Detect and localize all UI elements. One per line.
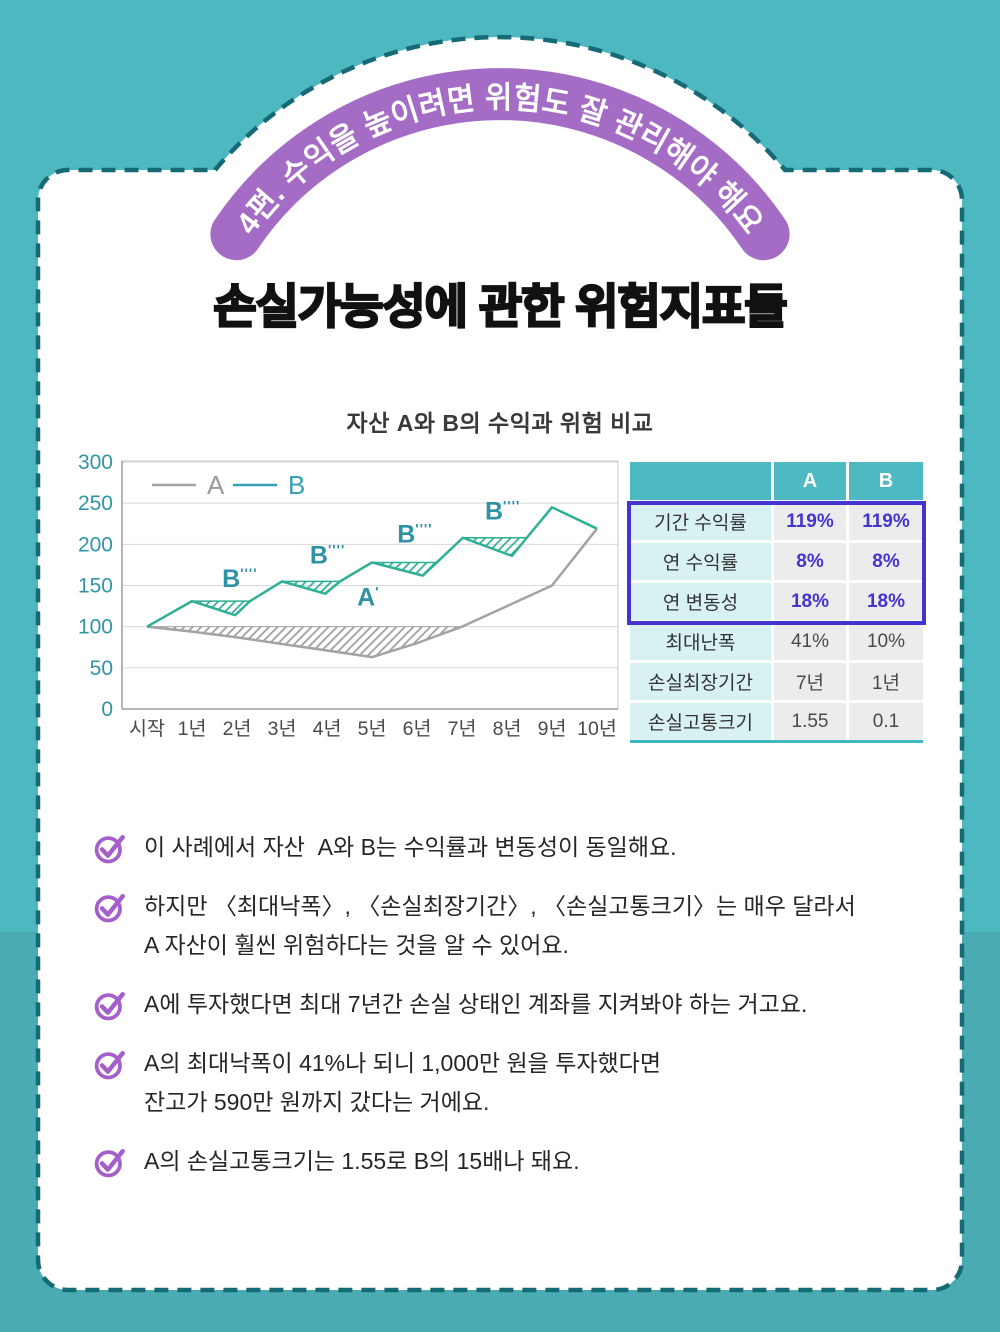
value-b: 10% [849,623,923,660]
row-label: 연 수익률 [630,543,771,580]
value-a: 119% [774,503,846,540]
banner-band [210,68,790,261]
x-tick-label: 10년 [577,718,617,740]
value-a: 1.55 [774,703,846,740]
value-b: 119% [849,503,923,540]
row-label: 손실최장기간 [630,663,771,700]
x-tick-label: 시작 [129,718,165,740]
x-tick-label: 4년 [313,718,342,740]
y-tick-label: 50 [90,657,113,680]
bullet-text: A의 손실고통크기는 1.55로 B의 15배나 돼요. [144,1142,580,1181]
row-label: 손실고통크기 [630,703,771,740]
bullet-text-line: A에 투자했다면 최대 7년간 손실 상태인 계좌를 지켜봐야 하는 거고요. [144,991,808,1017]
y-tick-label: 200 [78,533,113,556]
table-header-empty [630,462,771,500]
x-tick-label: 8년 [493,718,522,740]
check-icon [94,1050,125,1080]
risk-metrics-table: A B 기간 수익률 119% 119% 연 수익률 8% 8% 연 변동성 18% 18% 최대난폭… [627,462,926,743]
table-header-a: A [774,462,846,500]
x-tick-label: 3년 [268,718,297,740]
check-icon [94,893,125,923]
bullet-item: 이 사례에서 자산 A와 B는 수익률과 변동성이 동일해요. [93,828,903,867]
value-b: 1년 [849,663,923,700]
bullet-item: A에 투자했다면 최대 7년간 손실 상태인 계좌를 지켜봐야 하는 거고요. [93,985,903,1024]
value-a: 7년 [774,663,846,700]
bullet-text-line: A의 최대낙폭이 41%나 되니 1,000만 원을 투자했다면 [144,1050,661,1076]
y-tick-label: 100 [78,616,113,639]
row-label: 최대난폭 [630,623,771,660]
value-a: 18% [774,583,846,620]
card-outline [35,34,965,1293]
x-tick-label: 1년 [178,718,207,740]
bullet-text: 하지만 〈최대낙폭〉, 〈손실최장기간〉, 〈손실고통크기〉는 매우 달라서 A … [144,887,856,965]
returns-risk-chart: 0 50 100 150 200 250 300 시작 1년 2년 3년 4년 5년 6년 7년 8년 9년 10… [78,451,619,740]
x-tick-label: 6년 [403,718,432,740]
value-a: 8% [774,543,846,580]
bullet-text: 이 사례에서 자산 A와 B는 수익률과 변동성이 동일해요. [144,828,677,867]
annotation-b: B'''' [310,541,345,569]
x-tick-label: 2년 [223,718,252,740]
value-b: 18% [849,583,923,620]
row-label: 기간 수익률 [630,503,771,540]
bullet-text-line: A의 손실고통크기는 1.55로 B의 15배나 돼요. [144,1148,580,1174]
table-header-b: B [849,462,923,500]
annotation-b: B'''' [397,521,432,549]
check-icon [94,834,125,864]
y-tick-label: 0 [101,698,113,721]
bullet-text-line: 이 사례에서 자산 A와 B는 수익률과 변동성이 동일해요. [144,834,677,860]
series-b-line [146,506,598,628]
value-a: 41% [774,623,846,660]
series-a-line [146,527,598,659]
bullet-text-line: 잔고가 590만 원까지 갔다는 거에요. [144,1089,490,1115]
annotation-b: B'''' [485,498,520,526]
x-tick-label: 5년 [358,718,387,740]
bullet-list: 이 사례에서 자산 A와 B는 수익률과 변동성이 동일해요. 하지만 〈최대낙폭… [93,828,903,1201]
check-icon [94,991,125,1021]
page-title: 손실가능성에 관한 위험지표들 [212,279,789,334]
row-label: 연 변동성 [630,583,771,620]
value-b: 8% [849,543,923,580]
y-tick-label: 250 [78,492,113,515]
legend-label-b: B [288,470,305,500]
x-tick-label: 7년 [448,718,477,740]
bullet-item: A의 손실고통크기는 1.55로 B의 15배나 돼요. [93,1142,903,1181]
y-tick-label: 300 [78,451,113,474]
annotation-b: B'''' [222,565,257,593]
bullet-text: A에 투자했다면 최대 7년간 손실 상태인 계좌를 지켜봐야 하는 거고요. [144,985,807,1024]
bullet-item: 하지만 〈최대낙폭〉, 〈손실최장기간〉, 〈손실고통크기〉는 매우 달라서 A … [93,887,903,965]
value-b: 0.1 [849,703,923,740]
annotation-a: A' [357,583,379,611]
check-icon [94,1148,125,1178]
bullet-text-line: 하지만 〈최대낙폭〉, 〈손실최장기간〉, 〈손실고통크기〉는 매우 달라서 [144,893,856,919]
chart-title: 자산 A와 B의 수익과 위험 비교 [346,410,654,436]
bullet-text-line: A 자산이 훨씬 위험하다는 것을 알 수 있어요. [144,932,569,958]
x-tick-label: 9년 [538,718,567,740]
legend-label-a: A [207,470,225,500]
y-tick-label: 150 [78,575,113,598]
